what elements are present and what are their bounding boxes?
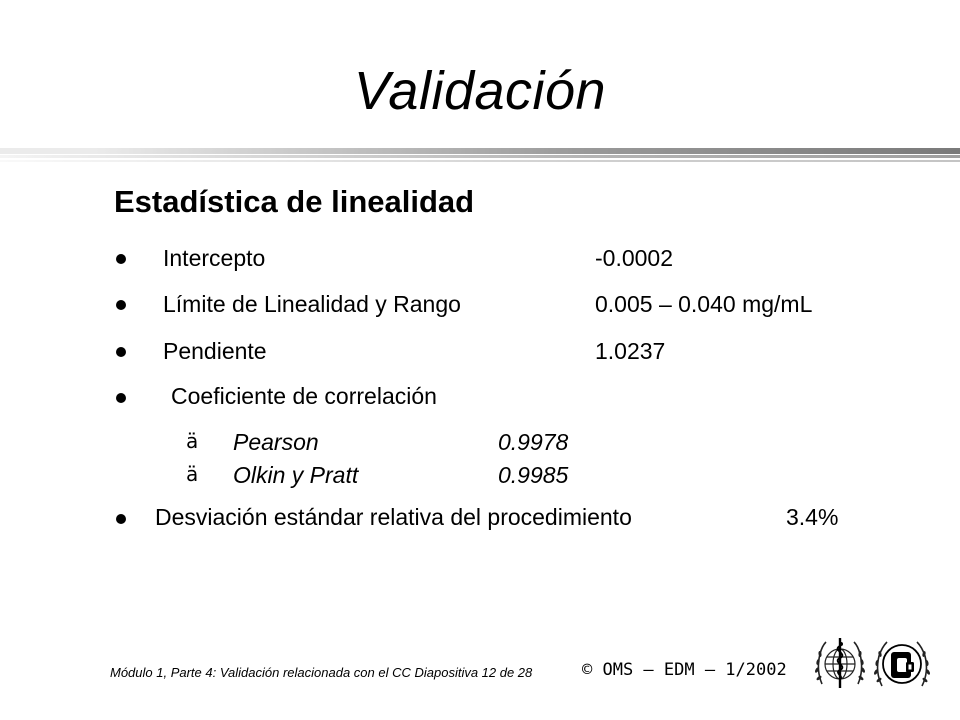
bullet-icon — [116, 300, 126, 310]
sub-bullet-icon: ä — [186, 429, 199, 453]
sub-item-value: 0.9985 — [498, 462, 569, 488]
sub-item-value: 0.9978 — [498, 429, 569, 455]
list-item-value: 0.005 – 0.040 mg/mL — [595, 291, 813, 317]
list-item-label: Intercepto — [163, 245, 266, 271]
title-divider — [0, 160, 960, 162]
bullet-icon — [116, 254, 126, 264]
list-item-label: Coeficiente de correlación — [171, 383, 437, 409]
list-item-label: Pendiente — [163, 338, 267, 364]
list-item-label: Límite de Linealidad y Rango — [163, 291, 461, 317]
sub-item-label: Pearson — [233, 429, 319, 455]
slide-title: Validación — [353, 61, 607, 121]
list-item-label: Desviación estándar relativa del procedi… — [155, 504, 632, 530]
bullet-icon — [116, 347, 126, 357]
bullet-icon — [116, 393, 126, 403]
footer-copyright: © OMS – EDM – 1/2002 — [582, 660, 787, 680]
section-heading: Estadística de linealidad — [114, 184, 475, 219]
bullet-icon — [116, 514, 126, 524]
sub-bullet-icon: ä — [186, 462, 199, 486]
list-item-value: 3.4% — [786, 504, 839, 530]
list-item-value: 1.0237 — [595, 338, 666, 364]
title-divider — [0, 148, 960, 154]
sub-item-label: Olkin y Pratt — [233, 462, 359, 488]
footer-module-text: Módulo 1, Parte 4: Validación relacionad… — [110, 665, 533, 680]
ec-emblem-icon — [874, 641, 930, 687]
list-item-value: -0.0002 — [595, 245, 674, 271]
who-emblem-icon — [815, 638, 865, 688]
title-divider — [0, 155, 960, 158]
